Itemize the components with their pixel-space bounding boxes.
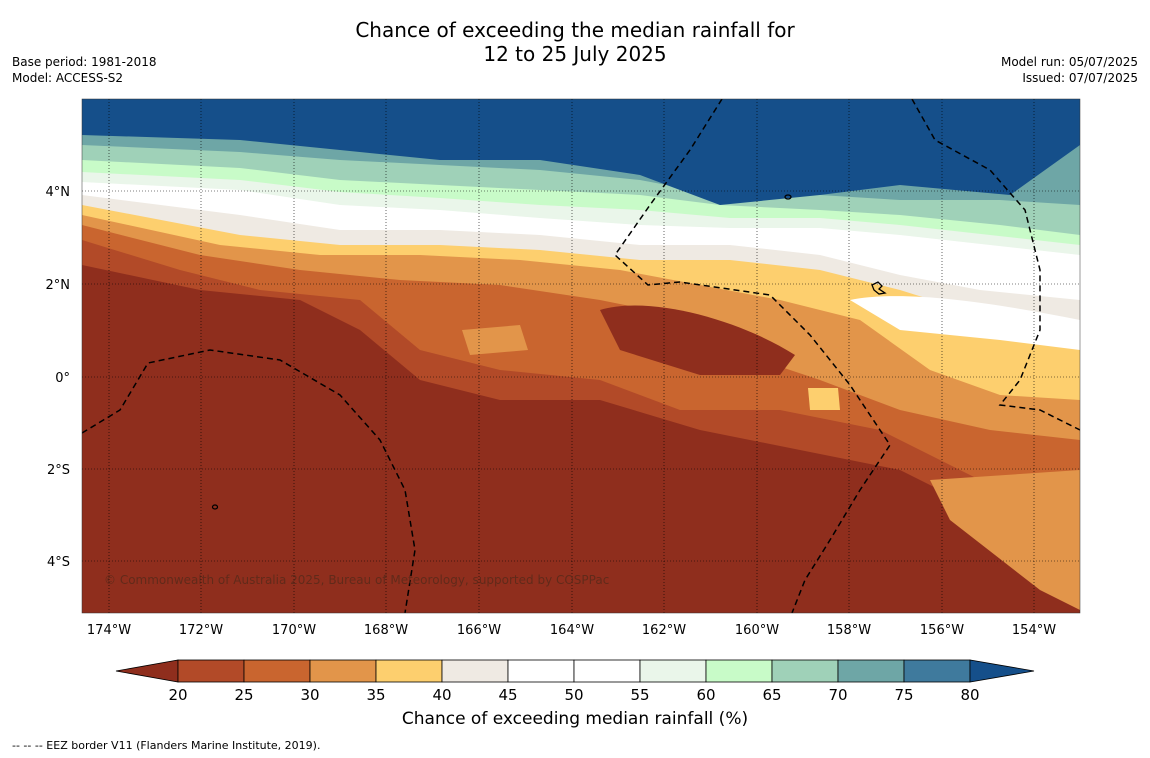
islands (211, 194, 887, 510)
colorbar-tick-label: 65 (762, 686, 781, 704)
lat-tick: 4°S (47, 555, 70, 570)
map-frame (81, 98, 1081, 614)
colorbar-segment (177, 659, 245, 683)
map-fill (82, 99, 1080, 613)
colorbar-tick-label: 30 (300, 686, 319, 704)
colorbar-segment (243, 659, 311, 683)
colorbar: 20 25 30 35 40 45 50 55 60 65 70 75 80 (115, 659, 1035, 704)
lat-labels: 4°N 2°N 0° 2°S 4°S (46, 185, 71, 570)
meta-right: Model run: 05/07/2025 Issued: 07/07/2025 (1001, 54, 1138, 86)
issued-date: Issued: 07/07/2025 (1022, 71, 1138, 85)
patch-east-orange (808, 388, 840, 410)
colorbar-segment (309, 659, 377, 683)
footer-note: -- -- -- EEZ border V11 (Flanders Marine… (12, 739, 321, 752)
patch-east-wet (850, 296, 1080, 350)
patch-center-orange (462, 325, 528, 355)
lon-tick: 168°W (364, 623, 408, 638)
colorbar-tick-label: 35 (366, 686, 385, 704)
colorbar-tick-label: 70 (828, 686, 847, 704)
model-name: Model: ACCESS-S2 (12, 71, 124, 85)
colorbar-segment (573, 659, 641, 683)
colorbar-segment (705, 659, 773, 683)
colorbar-tick-label: 75 (894, 686, 913, 704)
colorbar-segment (507, 659, 575, 683)
colorbar-segment (903, 659, 971, 683)
lon-tick: 166°W (457, 623, 501, 638)
lon-tick: 154°W (1012, 623, 1056, 638)
lat-tick: 2°S (47, 463, 70, 478)
lon-labels: 174°W 172°W 170°W 168°W 166°W 164°W 162°… (87, 623, 1056, 638)
colorbar-tick-label: 25 (234, 686, 253, 704)
colorbar-max-extension (969, 659, 1035, 683)
lon-tick: 170°W (272, 623, 316, 638)
colorbar-tick-label: 80 (960, 686, 979, 704)
colorbar-tick-label: 40 (432, 686, 451, 704)
title-line-2: 12 to 25 July 2025 (483, 42, 667, 66)
patch-center-dark (600, 305, 795, 375)
lon-tick: 174°W (87, 623, 131, 638)
lon-tick: 158°W (827, 623, 871, 638)
eez-borders (82, 99, 1080, 613)
lat-tick: 2°N (46, 278, 71, 293)
colorbar-segment (639, 659, 707, 683)
map-title: Chance of exceeding the median rainfall … (0, 18, 1150, 66)
meta-left: Base period: 1981-2018 Model: ACCESS-S2 (12, 54, 157, 86)
base-period: Base period: 1981-2018 (12, 55, 157, 69)
colorbar-tick-label: 50 (564, 686, 583, 704)
colorbar-tick-label: 20 (168, 686, 187, 704)
lon-tick: 172°W (179, 623, 223, 638)
lat-tick: 0° (55, 371, 70, 386)
model-run: Model run: 05/07/2025 (1000, 55, 1138, 69)
colorbar-min-extension (115, 659, 179, 683)
band-80-plus (82, 99, 1080, 205)
colorbar-segment (771, 659, 839, 683)
graticule (82, 99, 1080, 613)
patch-southeast (930, 470, 1080, 610)
lon-tick: 164°W (550, 623, 594, 638)
copyright-text: © Commonwealth of Australia 2025, Bureau… (104, 573, 609, 587)
title-line-1: Chance of exceeding the median rainfall … (355, 18, 795, 42)
colorbar-segment (441, 659, 509, 683)
lon-tick: 156°W (920, 623, 964, 638)
colorbar-tick-label: 45 (498, 686, 517, 704)
lat-tick: 4°N (46, 185, 71, 200)
colorbar-tick-label: 55 (630, 686, 649, 704)
lon-tick: 160°W (735, 623, 779, 638)
colorbar-tick-label: 60 (696, 686, 715, 704)
colorbar-segment (375, 659, 443, 683)
colorbar-label: Chance of exceeding median rainfall (%) (401, 709, 749, 729)
lon-tick: 162°W (642, 623, 686, 638)
colorbar-segment (837, 659, 905, 683)
